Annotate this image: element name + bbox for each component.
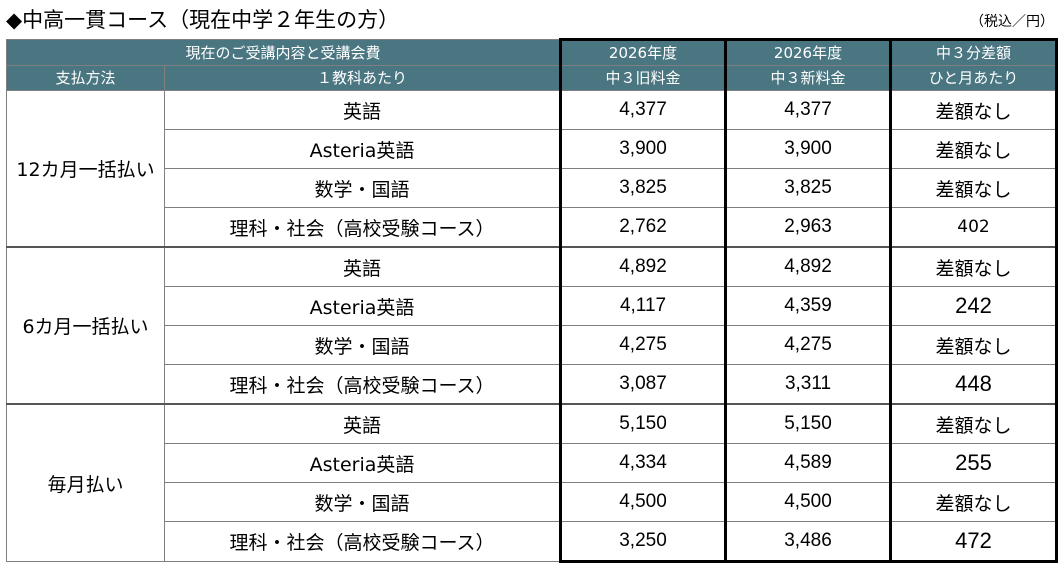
subject-name: Asteria英語 <box>163 443 562 483</box>
table-row: 理科・社会（高校受験コース） 3,250 3,486 472 <box>7 521 1059 563</box>
old-fee: 3,900 <box>559 129 727 169</box>
header-diff-line1: 中３分差額 <box>890 38 1059 66</box>
new-fee: 3,486 <box>724 521 893 563</box>
new-fee: 4,359 <box>724 286 893 326</box>
price-table: 現在のご受講内容と受講会費 2026年度 2026年度 中３分差額 支払方法 １… <box>5 38 1059 563</box>
new-fee: 3,311 <box>724 364 893 405</box>
fee-difference: 差額なし <box>890 90 1059 130</box>
payment-method: 毎月払い <box>6 403 165 562</box>
new-fee: 4,589 <box>724 443 893 483</box>
old-fee: 3,087 <box>559 364 727 405</box>
old-fee: 5,150 <box>559 403 727 444</box>
header-new-fee-label: 中３新料金 <box>724 65 893 91</box>
table-row: 数学・国語 4,500 4,500 差額なし <box>7 482 1059 522</box>
header-old-fee-year: 2026年度 <box>559 38 727 66</box>
old-fee: 4,117 <box>559 286 727 326</box>
table-row: 毎月払い 英語 5,150 5,150 差額なし <box>6 403 1059 562</box>
old-fee: 2,762 <box>559 207 727 248</box>
fee-difference: 差額なし <box>890 168 1059 208</box>
fee-difference: 472 <box>890 521 1059 563</box>
subject-name: 数学・国語 <box>163 482 562 522</box>
subject-name: 理科・社会（高校受験コース） <box>163 364 562 405</box>
new-fee: 4,500 <box>724 482 893 522</box>
price-table-body: 12カ月一括払い 英語 4,377 4,377 差額なし Asteria英語 3,900 3,… <box>6 90 1059 563</box>
header-diff-line2: ひと月あたり <box>890 65 1059 91</box>
header-new-fee-year: 2026年度 <box>724 38 893 66</box>
old-fee: 4,892 <box>559 246 727 287</box>
new-fee: 4,377 <box>724 90 893 130</box>
old-fee: 4,500 <box>559 482 727 522</box>
fee-difference: 255 <box>890 443 1059 483</box>
table-row: 数学・国語 3,825 3,825 差額なし <box>7 168 1059 208</box>
table-row: Asteria英語 4,334 4,589 255 <box>7 443 1059 483</box>
table-row: Asteria英語 3,900 3,900 差額なし <box>7 129 1059 169</box>
page-title: ◆中高一貫コース（現在中学２年生の方） <box>6 8 400 32</box>
new-fee: 2,963 <box>724 207 893 248</box>
fee-difference: 差額なし <box>890 403 1059 444</box>
subject-name: 数学・国語 <box>163 168 562 208</box>
subject-name: 理科・社会（高校受験コース） <box>163 521 562 562</box>
fee-difference: 242 <box>890 286 1059 326</box>
new-fee: 5,150 <box>724 403 893 444</box>
subject-name: 英語 <box>163 246 562 287</box>
fee-difference: 差額なし <box>890 325 1059 365</box>
old-fee: 3,825 <box>559 168 727 208</box>
subject-name: 数学・国語 <box>163 325 562 365</box>
header-per-subject: １教科あたり <box>163 65 562 91</box>
payment-method: 12カ月一括払い <box>6 90 165 248</box>
subject-name: Asteria英語 <box>163 286 562 326</box>
subject-name: 英語 <box>163 90 562 130</box>
subject-name: Asteria英語 <box>163 129 562 169</box>
new-fee: 4,275 <box>724 325 893 365</box>
header-old-fee-label: 中３旧料金 <box>559 65 727 91</box>
old-fee: 3,250 <box>559 521 727 563</box>
new-fee: 3,900 <box>724 129 893 169</box>
fee-difference: 差額なし <box>890 129 1059 169</box>
old-fee: 4,377 <box>559 90 727 130</box>
table-row: 12カ月一括払い 英語 4,377 4,377 差額なし <box>6 90 1059 248</box>
old-fee: 4,334 <box>559 443 727 483</box>
table-row: 6カ月一括払い 英語 4,892 4,892 差額なし <box>6 246 1059 405</box>
fee-difference: 差額なし <box>890 482 1059 522</box>
new-fee: 3,825 <box>724 168 893 208</box>
new-fee: 4,892 <box>724 246 893 287</box>
fee-difference: 402 <box>890 207 1059 248</box>
unit-note: （税込／円） <box>970 14 1054 30</box>
table-row: Asteria英語 4,117 4,359 242 <box>7 286 1059 326</box>
subject-name: 理科・社会（高校受験コース） <box>163 207 562 248</box>
fee-difference: 差額なし <box>890 246 1059 287</box>
table-row: 理科・社会（高校受験コース） 2,762 2,963 402 <box>7 207 1059 248</box>
header-group-label: 現在のご受講内容と受講会費 <box>5 39 562 66</box>
table-row: 数学・国語 4,275 4,275 差額なし <box>7 325 1059 365</box>
table-row: 理科・社会（高校受験コース） 3,087 3,311 448 <box>7 364 1059 405</box>
subject-name: 英語 <box>163 403 562 444</box>
old-fee: 4,275 <box>559 325 727 365</box>
payment-method: 6カ月一括払い <box>6 246 165 405</box>
fee-difference: 448 <box>890 364 1059 405</box>
header-payment-method: 支払方法 <box>6 65 165 91</box>
